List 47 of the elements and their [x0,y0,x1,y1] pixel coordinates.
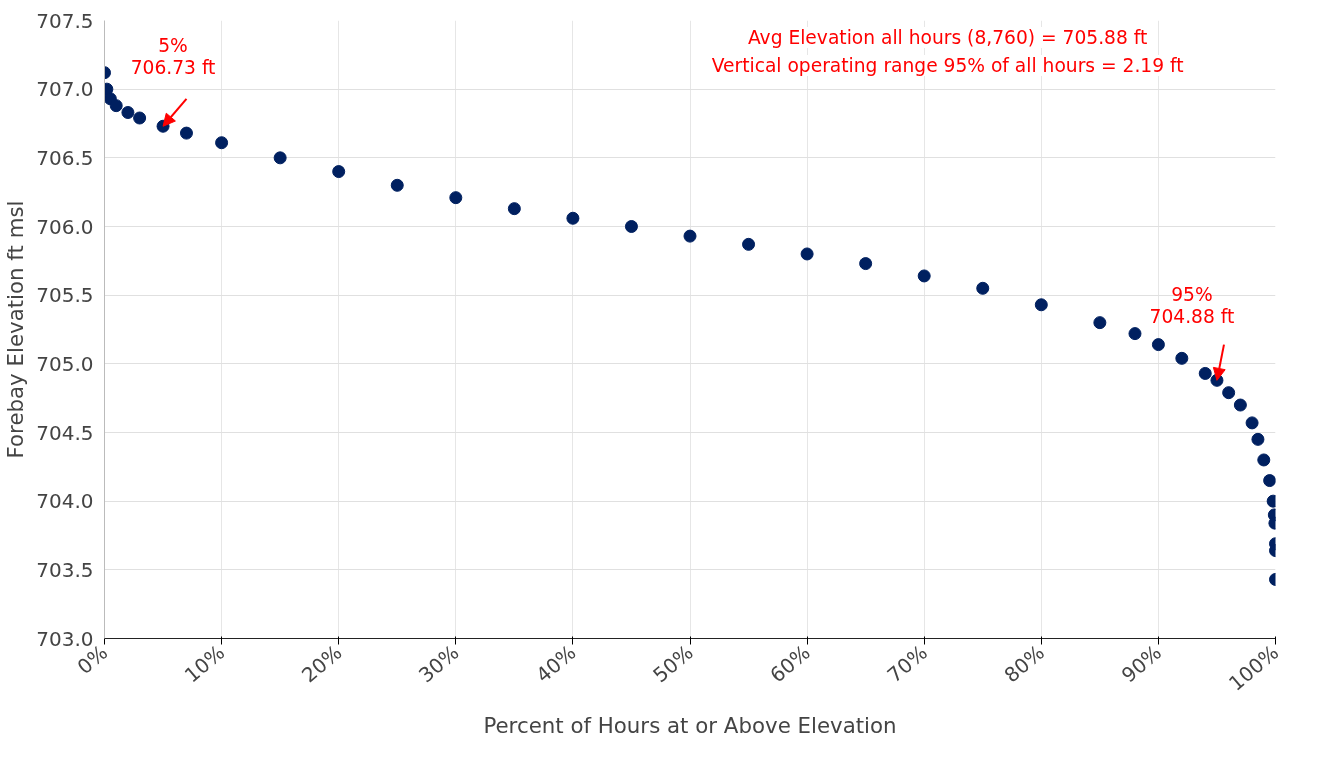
point [1251,432,1265,446]
y-tick-label: 705.0 [36,351,94,376]
point [1245,416,1259,430]
y-tick-label: 706.5 [36,145,94,170]
point [1128,327,1142,341]
point [1198,366,1212,380]
point [742,237,756,251]
point [507,202,521,216]
point [566,211,580,225]
point [1175,351,1189,365]
y-tick-label: 703.0 [36,626,94,651]
y-tick-label: 707.0 [36,77,94,102]
x-tick-label: 40% [531,640,581,688]
point [1093,316,1107,330]
point [1233,398,1247,412]
point [683,229,697,243]
y-tick-label: 703.5 [36,557,94,582]
point [133,111,147,125]
y-tick-label: 705.5 [36,283,94,308]
point [273,151,287,165]
y-tick-label: 704.0 [36,489,94,514]
point [121,106,135,119]
y-axis-title: Forebay Elevation ft msl [3,200,29,459]
annotation: Vertical operating range 95% of all hours = 2.19 ft [711,54,1184,76]
point [917,269,931,283]
point [800,247,814,261]
point [859,257,873,271]
point [332,165,346,179]
point [1222,386,1236,400]
point [1257,453,1271,467]
point [179,126,193,140]
point [1034,298,1048,312]
y-tick-label: 704.5 [36,420,94,445]
point [1151,338,1165,352]
point [1263,474,1276,488]
x-axis-title: Percent of Hours at or Above Elevation [483,712,897,738]
annotation: 95% 704.88 ft [1149,284,1235,328]
y-tick-label: 706.0 [36,214,94,239]
point [215,136,229,150]
point [449,191,463,205]
annotation: 5% 706.73 ft [130,35,216,79]
annotation: Avg Elevation all hours (8,760) = 705.88 ft [747,26,1148,48]
point [976,281,990,295]
y-tick-label: 707.5 [36,8,94,33]
point [109,99,123,113]
point [390,178,404,192]
point [624,220,638,233]
